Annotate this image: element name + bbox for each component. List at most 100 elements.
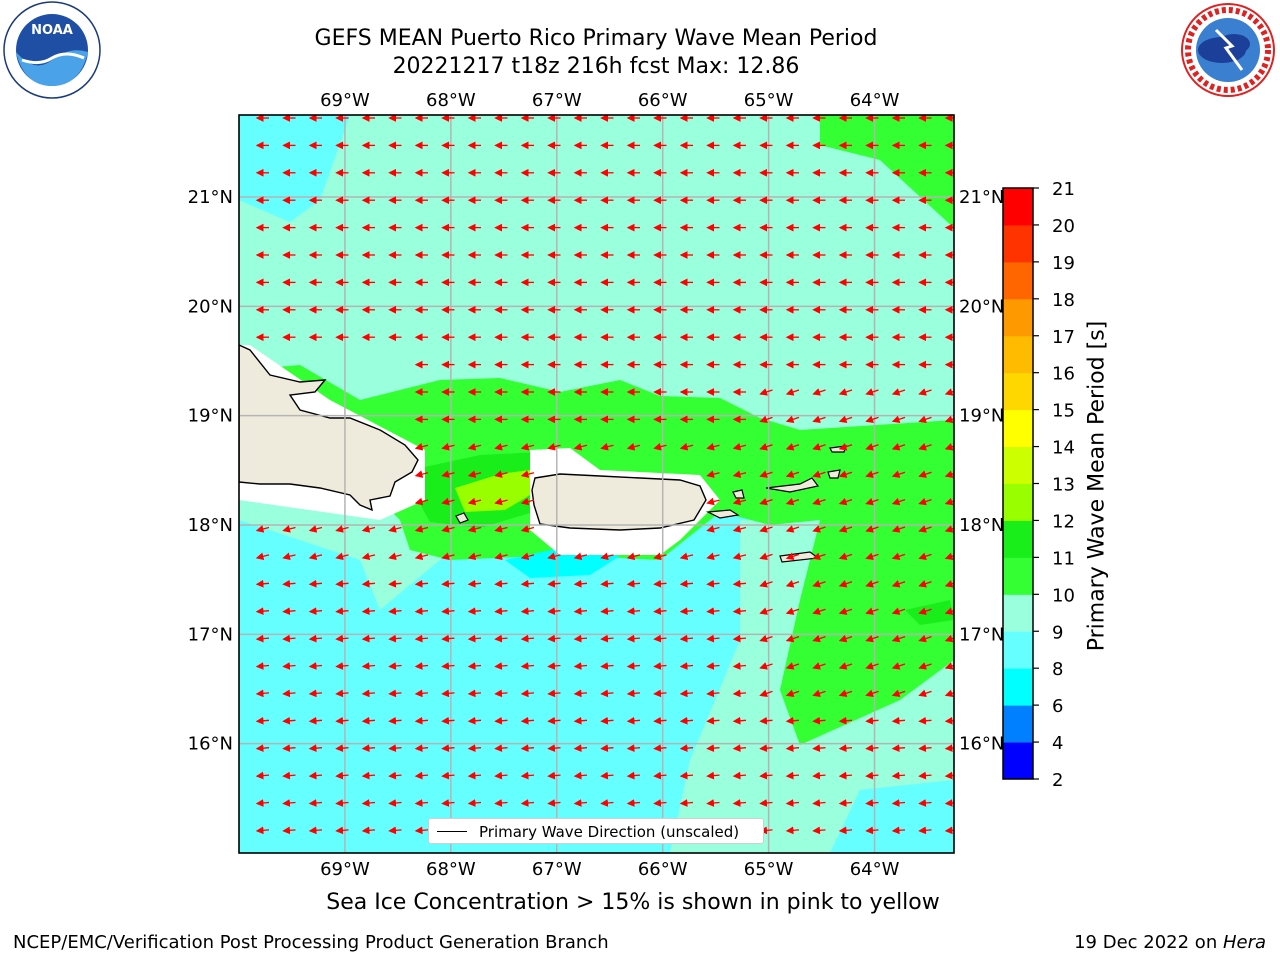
- wave-arrow-603: [494, 771, 508, 780]
- wave-arrow-435: [335, 607, 349, 616]
- wave-arrow-283: [918, 388, 932, 396]
- colorbar-segment-12: [1003, 298, 1033, 337]
- wave-arrow-654: [414, 826, 429, 835]
- wave-arrow-381: [335, 552, 349, 561]
- wave-arrow-345: [494, 497, 508, 506]
- footer-host: Hera: [1222, 932, 1266, 953]
- wave-arrow-594: [255, 771, 270, 780]
- wave-arrow-501: [653, 662, 667, 670]
- wave-arrow-614: [785, 771, 800, 780]
- wave-arrow-528: [653, 689, 667, 698]
- wave-arrow-637: [679, 799, 694, 807]
- wave-arrow-312: [573, 442, 588, 451]
- wave-arrow-629: [467, 799, 482, 807]
- wave-arrow-353: [865, 497, 879, 506]
- wave-arrow-355: [918, 497, 932, 506]
- wave-arrow-563: [865, 716, 879, 725]
- wave-arrow-341: [944, 470, 954, 478]
- wave-arrow-610: [679, 771, 694, 780]
- wave-arrow-537: [891, 689, 906, 698]
- wave-arrow-544: [361, 716, 376, 725]
- wave-arrow-434: [308, 607, 323, 616]
- wave-arrow-431: [944, 580, 954, 588]
- wave-arrow-564: [891, 716, 906, 725]
- wave-arrow-577: [520, 744, 535, 753]
- wave-arrow-673: [918, 826, 932, 835]
- wave-arrow-559: [759, 716, 773, 725]
- chart-subtitle: 20221217 t18z 216h fcst Max: 12.86: [392, 54, 800, 79]
- lon-tick-top-5: 64°W: [850, 90, 900, 111]
- wave-arrow-423: [732, 579, 747, 588]
- land-culebra: [732, 489, 745, 499]
- wave-arrow-574: [441, 744, 455, 753]
- wave-arrow-408: [335, 579, 349, 588]
- colorbar-segment-9: [1003, 409, 1033, 448]
- wave-arrow-595: [282, 771, 296, 780]
- wave-arrow-402: [891, 552, 906, 561]
- wave-arrow-500: [626, 662, 641, 670]
- wave-arrow-386: [467, 552, 482, 561]
- wave-arrow-302: [865, 415, 879, 424]
- wave-arrow-359: [308, 525, 323, 533]
- wave-arrow-608: [626, 771, 641, 780]
- wave-arrow-542: [308, 716, 323, 725]
- wave-arrow-412: [441, 579, 455, 588]
- colorbar-tick-12: 17: [1052, 327, 1075, 348]
- wave-arrow-303: [891, 415, 906, 424]
- wave-arrow-489: [335, 662, 349, 670]
- field-8-9-northwest: [239, 115, 350, 222]
- wave-arrow-538: [918, 689, 932, 698]
- wave-arrow-640: [759, 799, 773, 807]
- wave-arrow-541: [282, 716, 296, 725]
- wave-arrow-572: [388, 744, 402, 753]
- wave-arrow-371: [785, 525, 800, 533]
- footer-credit: NCEP/EMC/Verification Post Processing Pr…: [13, 932, 609, 953]
- colorbar-segment-10: [1003, 372, 1033, 411]
- wave-arrow-503: [706, 662, 720, 670]
- wave-arrow-377: [944, 525, 954, 533]
- wave-arrow-593: [944, 744, 954, 753]
- wave-arrow-422: [706, 579, 720, 588]
- wave-arrow-413: [467, 579, 482, 588]
- wave-arrow-547: [441, 716, 455, 725]
- wave-arrow-334: [759, 470, 773, 478]
- colorbar-segment-8: [1003, 446, 1033, 484]
- colorbar-tick-0: 2: [1052, 770, 1063, 791]
- wave-arrow-333: [732, 470, 747, 478]
- wave-arrow-378: [255, 552, 270, 561]
- wave-arrow-311: [547, 442, 561, 451]
- wave-arrow-565: [918, 716, 932, 725]
- wave-arrow-387: [494, 552, 508, 561]
- colorbar-segment-3: [1003, 631, 1033, 669]
- wave-arrow-324: [891, 443, 906, 451]
- map-legend: Primary Wave Direction (unscaled): [428, 818, 764, 844]
- land-anegada: [827, 469, 841, 479]
- wave-arrow-520: [441, 689, 455, 698]
- wave-arrow-651: [335, 826, 349, 835]
- wave-arrow-367: [520, 525, 535, 533]
- wave-arrow-502: [679, 662, 694, 670]
- noaa-logo-text: NOAA: [31, 23, 73, 38]
- wave-arrow-514: [282, 689, 296, 698]
- wave-arrow-619: [918, 771, 932, 780]
- wave-arrow-633: [573, 799, 588, 807]
- wave-arrow-578: [547, 744, 561, 753]
- wave-arrow-318: [732, 442, 747, 451]
- wave-arrow-342: [414, 497, 429, 506]
- wave-arrow-523: [520, 689, 535, 698]
- colorbar-tick-1: 4: [1052, 733, 1063, 754]
- colorbar-segment-2: [1003, 668, 1033, 706]
- wave-arrow-451: [759, 607, 773, 615]
- wave-arrow-464: [388, 634, 402, 643]
- wave-arrow-472: [600, 634, 614, 643]
- wave-arrow-499: [600, 662, 614, 670]
- wave-arrow-511: [918, 662, 932, 670]
- wave-arrow-634: [600, 799, 614, 807]
- wave-arrow-442: [520, 607, 535, 616]
- wave-arrow-332: [706, 470, 720, 478]
- lon-tick-bottom-4: 65°W: [744, 859, 794, 880]
- colorbar-segment-0: [1003, 742, 1033, 780]
- wave-arrow-491: [388, 662, 402, 670]
- wave-arrow-391: [600, 552, 614, 561]
- wave-arrow-329: [467, 470, 482, 478]
